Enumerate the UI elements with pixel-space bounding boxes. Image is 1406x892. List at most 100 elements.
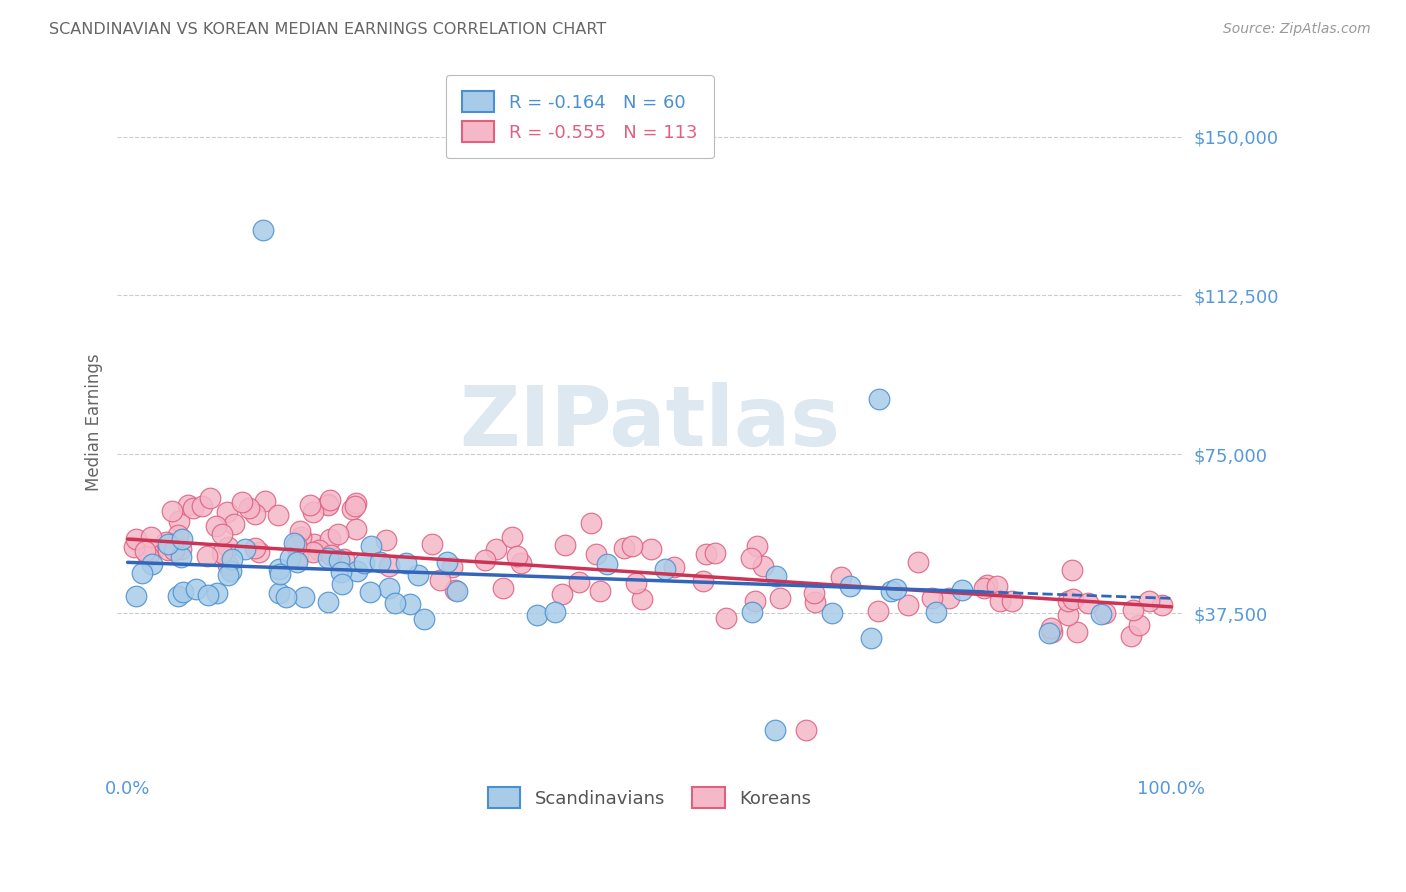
Point [1060, 563, 1083, 577]
Point [207, 586, 229, 600]
Point [740, 550, 762, 565]
Point [302, 545, 325, 559]
Point [329, 565, 352, 579]
Point [664, 560, 686, 574]
Point [333, 552, 356, 566]
Point [157, 542, 180, 557]
Point [360, 539, 382, 553]
Point [217, 540, 239, 554]
Point [554, 538, 576, 552]
Point [745, 540, 768, 554]
Point [976, 578, 998, 592]
Point [544, 605, 567, 619]
Point [581, 516, 603, 531]
Point [302, 537, 325, 551]
Point [752, 558, 775, 573]
Point [378, 581, 401, 595]
Point [177, 498, 200, 512]
Point [897, 598, 920, 612]
Point [474, 553, 496, 567]
Point [316, 551, 339, 566]
Point [247, 545, 270, 559]
Point [283, 535, 305, 549]
Point [215, 505, 238, 519]
Point [880, 583, 903, 598]
Point [359, 585, 381, 599]
Point [821, 606, 844, 620]
Point [267, 508, 290, 523]
Point [298, 498, 321, 512]
Point [589, 584, 612, 599]
Point [830, 570, 852, 584]
Point [191, 499, 214, 513]
Point [804, 595, 827, 609]
Point [695, 547, 717, 561]
Point [205, 518, 228, 533]
Point [769, 591, 792, 605]
Point [907, 555, 929, 569]
Point [285, 538, 308, 552]
Legend: Scandinavians, Koreans: Scandinavians, Koreans [481, 780, 818, 815]
Point [988, 594, 1011, 608]
Point [506, 549, 529, 563]
Point [346, 564, 368, 578]
Point [134, 544, 156, 558]
Point [621, 539, 644, 553]
Point [163, 542, 186, 557]
Point [224, 517, 246, 532]
Point [211, 546, 233, 560]
Point [436, 555, 458, 569]
Point [125, 532, 148, 546]
Point [1090, 607, 1112, 621]
Point [1056, 594, 1078, 608]
Point [141, 557, 163, 571]
Point [395, 556, 418, 570]
Point [526, 607, 548, 622]
Point [1119, 629, 1142, 643]
Point [285, 555, 308, 569]
Point [377, 559, 399, 574]
Point [195, 549, 218, 563]
Text: Source: ZipAtlas.com: Source: ZipAtlas.com [1223, 22, 1371, 37]
Point [406, 568, 429, 582]
Point [353, 556, 375, 570]
Point [172, 532, 194, 546]
Point [924, 606, 946, 620]
Point [170, 550, 193, 565]
Point [319, 493, 342, 508]
Text: ZIPatlas: ZIPatlas [458, 382, 839, 463]
Point [238, 500, 260, 515]
Point [803, 586, 825, 600]
Point [156, 537, 179, 551]
Point [420, 537, 443, 551]
Point [938, 591, 960, 606]
Point [231, 495, 253, 509]
Point [1040, 621, 1063, 635]
Point [446, 583, 468, 598]
Point [316, 595, 339, 609]
Point [131, 566, 153, 580]
Point [704, 546, 727, 560]
Point [1137, 594, 1160, 608]
Point [763, 723, 786, 737]
Point [254, 493, 277, 508]
Point [973, 582, 995, 596]
Point [290, 530, 312, 544]
Point [384, 597, 406, 611]
Point [1152, 598, 1174, 612]
Point [654, 562, 676, 576]
Point [166, 528, 188, 542]
Point [640, 541, 662, 556]
Point [344, 522, 367, 536]
Point [139, 530, 162, 544]
Point [252, 223, 274, 237]
Point [328, 553, 350, 567]
Point [692, 574, 714, 589]
Point [921, 591, 943, 606]
Point [211, 526, 233, 541]
Point [181, 500, 204, 515]
Point [316, 497, 339, 511]
Point [217, 568, 239, 582]
Point [288, 524, 311, 538]
Point [1001, 593, 1024, 607]
